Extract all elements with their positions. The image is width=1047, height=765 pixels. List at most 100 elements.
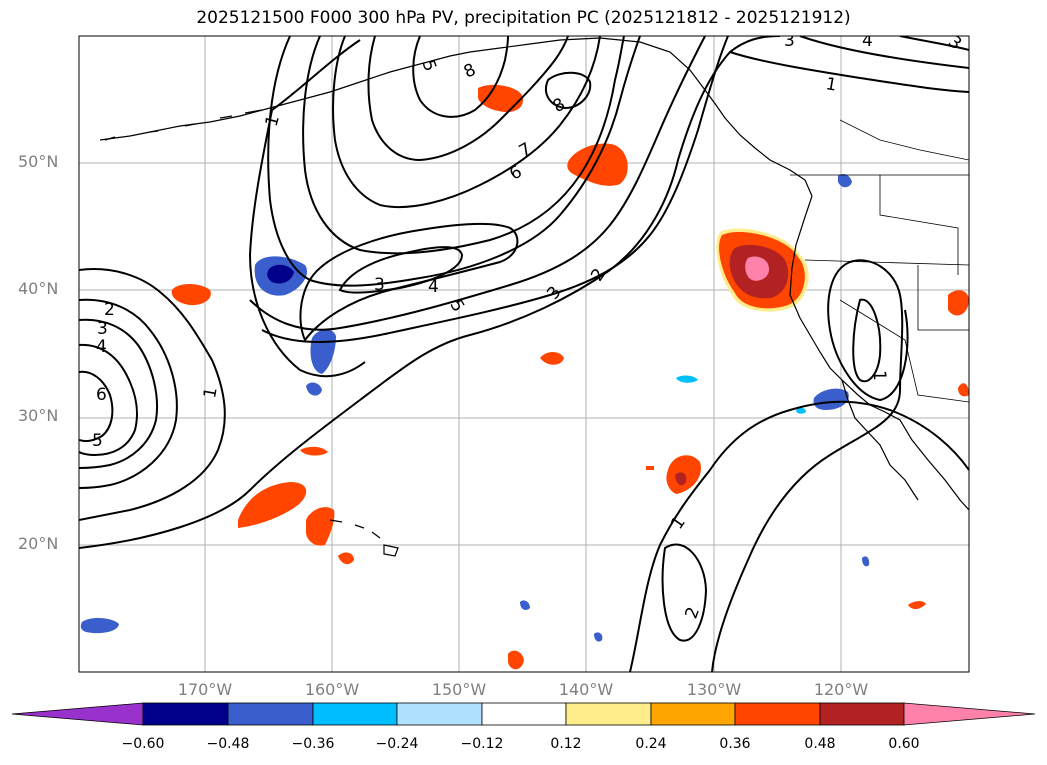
precip-area [838,174,852,188]
contour-label: 6 [96,385,107,405]
pv-contour [299,222,519,342]
contour-label: 1 [667,513,690,533]
precip-area [958,383,969,397]
precip-area [80,618,119,634]
aleutians [104,109,263,141]
precip-area [306,382,322,396]
lon-label: 150°W [431,680,487,699]
colorbar-tick: −0.24 [375,736,419,752]
contour-label: 5 [445,296,468,315]
pv-contour [79,268,226,521]
contour-label: 1 [869,370,889,381]
contour-label: 2 [681,604,703,621]
precip-shading [80,84,969,670]
pv-contour [79,298,178,489]
contour-label: 8 [461,60,479,83]
pv-contour [661,543,708,642]
pv-contour [799,36,969,69]
pv-contour [852,298,882,383]
colorbar-segment [565,702,652,726]
colorbar-tick: 0.48 [804,736,836,752]
precip-area [478,84,524,113]
colorbar-under-arrow [11,702,144,726]
lon-label: 160°W [304,680,360,699]
pv-contour [79,370,114,443]
pv-contour [267,36,641,287]
pv-contour [629,400,969,672]
contour-label: 3 [97,319,108,339]
colorbar-segment [734,702,821,726]
colorbar-segment [396,702,483,726]
precip-area [594,632,603,642]
pv-contour [302,36,625,255]
precip-area [520,600,530,610]
contour-label: 4 [862,31,873,51]
colorbar-segment [227,702,314,726]
contour-label: 3 [784,31,795,51]
lon-label: 170°W [177,680,233,699]
precip-area [338,552,354,565]
pv-contour [412,36,509,118]
precip-area [796,407,806,414]
precip-area [676,375,698,383]
pv-contour [79,36,781,549]
contour-label: 8 [549,94,568,117]
lat-label: 20°N [18,534,59,553]
colorbar-segment [819,702,905,726]
colorbar-over-arrow [903,702,1036,726]
precip-area [567,143,628,186]
contour-label: 2 [104,300,115,320]
colorbar-tick: −0.36 [291,736,335,752]
colorbar-tick: 0.60 [888,736,920,752]
precip-area [300,446,328,456]
lat-label: 30°N [18,406,59,425]
pv-contour [248,39,366,378]
pv-contour [899,36,969,51]
precip-area [238,482,307,528]
pv-contour [729,51,969,93]
pv-contour [338,246,464,294]
hawaii [329,519,399,557]
pv-contour [332,36,601,209]
contour-label: 3 [543,283,565,304]
pv-contour [545,71,592,110]
pv-contours [79,36,969,672]
precip-area [745,256,770,281]
contour-label: 4 [96,337,107,357]
precip-area [646,466,654,470]
colorbar-segment [650,702,736,726]
pv-contour [367,36,569,162]
pv-contour [79,343,138,457]
colorbar-tick: −0.60 [121,736,165,752]
precip-area [310,329,336,374]
precip-area [171,284,211,306]
precip-area [305,507,335,546]
contour-label: 1 [200,386,222,400]
lon-label: 130°W [686,680,742,699]
lon-label: 120°W [813,680,869,699]
colorbar-tick: 0.12 [550,736,582,752]
contour-label: 3 [944,32,965,54]
lon-label: 140°W [558,680,614,699]
lat-label: 40°N [18,279,59,298]
state-borders [804,119,969,403]
colorbar-segment [312,702,398,726]
map-title: 2025121500 F000 300 hPa PV, precipitatio… [196,8,851,28]
contour-label: 1 [824,74,838,96]
contour-label: 6 [506,162,525,185]
baja-coast [841,379,919,501]
colorbar-segment [142,702,229,726]
pv-contour [249,36,706,331]
alaska-coast [99,37,813,197]
contour-label: 1 [262,113,284,129]
precip-area [908,601,926,610]
contour-label: 7 [516,139,535,162]
plot-frame [78,35,970,673]
precip-area [813,388,849,410]
precip-area [540,352,564,365]
colorbar-tick: −0.48 [206,736,250,752]
coastlines [99,37,969,557]
precip-area [948,290,969,316]
contour-label: 5 [92,431,103,451]
